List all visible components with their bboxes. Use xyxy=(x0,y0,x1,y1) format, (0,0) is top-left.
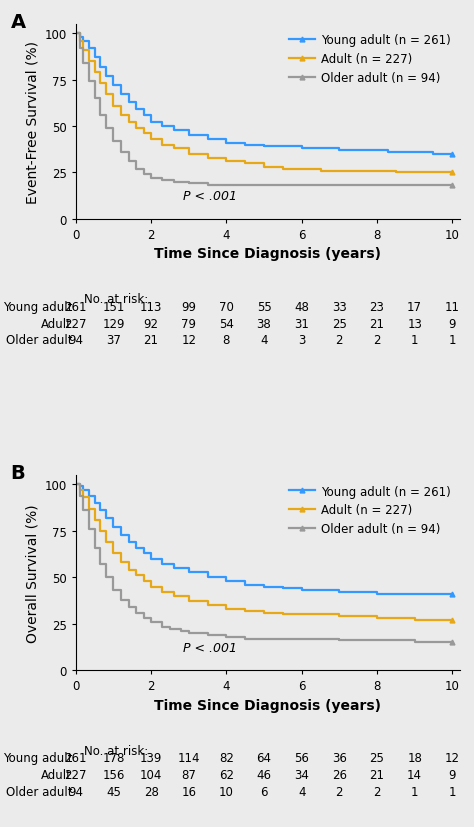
Text: 21: 21 xyxy=(369,768,384,781)
Text: 12: 12 xyxy=(445,752,460,764)
Text: 45: 45 xyxy=(106,785,121,797)
Text: 94: 94 xyxy=(68,334,83,347)
Text: 25: 25 xyxy=(332,318,347,330)
Text: 38: 38 xyxy=(256,318,272,330)
Text: 99: 99 xyxy=(181,301,196,313)
Text: 54: 54 xyxy=(219,318,234,330)
Text: 36: 36 xyxy=(332,752,347,764)
Text: 4: 4 xyxy=(260,334,268,347)
Text: 21: 21 xyxy=(369,318,384,330)
Text: 23: 23 xyxy=(370,301,384,313)
Legend: Young adult (n = 261), Adult (n = 227), Older adult (n = 94): Young adult (n = 261), Adult (n = 227), … xyxy=(285,481,454,539)
Text: Young adult: Young adult xyxy=(3,301,72,313)
Text: 1: 1 xyxy=(448,785,456,797)
Text: 94: 94 xyxy=(68,785,83,797)
Text: 139: 139 xyxy=(140,752,162,764)
Text: 46: 46 xyxy=(256,768,272,781)
Text: 18: 18 xyxy=(407,752,422,764)
Text: Young adult: Young adult xyxy=(3,752,72,764)
Text: 2: 2 xyxy=(336,334,343,347)
X-axis label: Time Since Diagnosis (years): Time Since Diagnosis (years) xyxy=(155,698,381,712)
Text: 151: 151 xyxy=(102,301,125,313)
Text: 227: 227 xyxy=(64,768,87,781)
Text: 17: 17 xyxy=(407,301,422,313)
Text: No. at risk:: No. at risk: xyxy=(83,293,148,306)
Text: 3: 3 xyxy=(298,334,305,347)
Y-axis label: Overall Survival (%): Overall Survival (%) xyxy=(25,504,39,642)
Text: 25: 25 xyxy=(370,752,384,764)
Text: 26: 26 xyxy=(332,768,347,781)
Text: 37: 37 xyxy=(106,334,121,347)
Text: 11: 11 xyxy=(445,301,460,313)
Text: 178: 178 xyxy=(102,752,125,764)
Text: 62: 62 xyxy=(219,768,234,781)
Text: 9: 9 xyxy=(448,768,456,781)
Text: 129: 129 xyxy=(102,318,125,330)
Text: 1: 1 xyxy=(411,785,419,797)
Text: 1: 1 xyxy=(411,334,419,347)
Text: P < .001: P < .001 xyxy=(183,190,237,203)
Text: 14: 14 xyxy=(407,768,422,781)
Text: 156: 156 xyxy=(102,768,125,781)
Text: 34: 34 xyxy=(294,768,309,781)
Text: B: B xyxy=(10,464,25,483)
Legend: Young adult (n = 261), Adult (n = 227), Older adult (n = 94): Young adult (n = 261), Adult (n = 227), … xyxy=(285,31,454,88)
Text: 28: 28 xyxy=(144,785,159,797)
Text: Older adult: Older adult xyxy=(6,785,72,797)
X-axis label: Time Since Diagnosis (years): Time Since Diagnosis (years) xyxy=(155,247,381,261)
Text: A: A xyxy=(10,13,26,32)
Text: Older adult: Older adult xyxy=(6,334,72,347)
Text: Adult: Adult xyxy=(41,318,72,330)
Text: 6: 6 xyxy=(260,785,268,797)
Text: 114: 114 xyxy=(178,752,200,764)
Text: 16: 16 xyxy=(181,785,196,797)
Text: 227: 227 xyxy=(64,318,87,330)
Text: 33: 33 xyxy=(332,301,346,313)
Text: 12: 12 xyxy=(181,334,196,347)
Text: Adult: Adult xyxy=(41,768,72,781)
Text: 2: 2 xyxy=(373,785,381,797)
Text: 21: 21 xyxy=(144,334,159,347)
Text: 79: 79 xyxy=(181,318,196,330)
Text: 10: 10 xyxy=(219,785,234,797)
Y-axis label: Event-Free Survival (%): Event-Free Survival (%) xyxy=(25,41,39,203)
Text: 55: 55 xyxy=(256,301,272,313)
Text: 13: 13 xyxy=(407,318,422,330)
Text: 4: 4 xyxy=(298,785,305,797)
Text: 261: 261 xyxy=(64,752,87,764)
Text: 2: 2 xyxy=(373,334,381,347)
Text: 48: 48 xyxy=(294,301,309,313)
Text: 9: 9 xyxy=(448,318,456,330)
Text: 2: 2 xyxy=(336,785,343,797)
Text: 31: 31 xyxy=(294,318,309,330)
Text: 1: 1 xyxy=(448,334,456,347)
Text: 113: 113 xyxy=(140,301,162,313)
Text: 87: 87 xyxy=(182,768,196,781)
Text: 8: 8 xyxy=(223,334,230,347)
Text: 64: 64 xyxy=(256,752,272,764)
Text: No. at risk:: No. at risk: xyxy=(83,743,148,757)
Text: 104: 104 xyxy=(140,768,162,781)
Text: 70: 70 xyxy=(219,301,234,313)
Text: 92: 92 xyxy=(144,318,159,330)
Text: P < .001: P < .001 xyxy=(183,641,237,654)
Text: 82: 82 xyxy=(219,752,234,764)
Text: 261: 261 xyxy=(64,301,87,313)
Text: 56: 56 xyxy=(294,752,309,764)
